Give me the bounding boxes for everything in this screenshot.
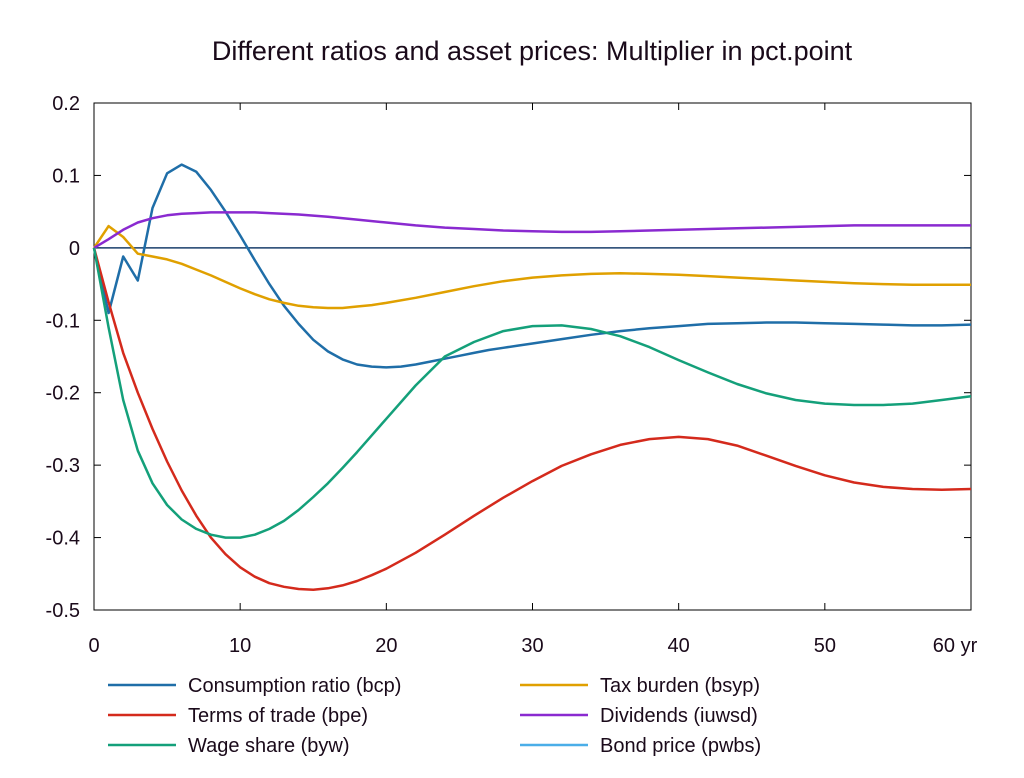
x-tick-label: 40 [668,635,690,657]
y-tick-label: 0 [69,238,80,260]
y-tick-label: -0.5 [46,600,80,622]
y-tick-label: 0.2 [52,93,80,115]
x-tick-label: 0 [88,635,99,657]
y-tick-label: -0.2 [46,383,80,405]
chart-title: Different ratios and asset prices: Multi… [212,36,853,66]
legend-label: Terms of trade (bpe) [188,705,368,727]
x-tick-label: 20 [375,635,397,657]
series-line [92,247,972,591]
plot-area: 0.2 0.1 0 -0.1 -0.2 -0.3 -0.4 -0.5 0 10 20 30 40 50 60… [46,93,978,657]
x-tick-label: 60 yr [933,635,978,657]
legend: Consumption ratio (bcp) Tax burden (bsyp)… [108,675,761,757]
legend-label: Bond price (pwbs) [600,735,761,757]
y-tick-label: -0.4 [46,528,80,550]
series-line [92,224,971,310]
legend-label: Consumption ratio (bcp) [188,675,401,697]
y-tick-label: -0.1 [46,310,80,332]
series-line [92,247,972,539]
series-line [93,211,971,249]
series-line [92,163,972,369]
y-tick-label: -0.3 [46,455,80,477]
x-tick-label: 30 [521,635,543,657]
y-tick-label: 0.1 [52,165,80,187]
x-tick-label: 50 [814,635,836,657]
legend-label: Dividends (iuwsd) [600,705,758,727]
legend-label: Wage share (byw) [188,735,350,757]
plot-frame [93,102,972,611]
legend-label: Tax burden (bsyp) [600,675,760,697]
x-tick-label: 10 [229,635,251,657]
